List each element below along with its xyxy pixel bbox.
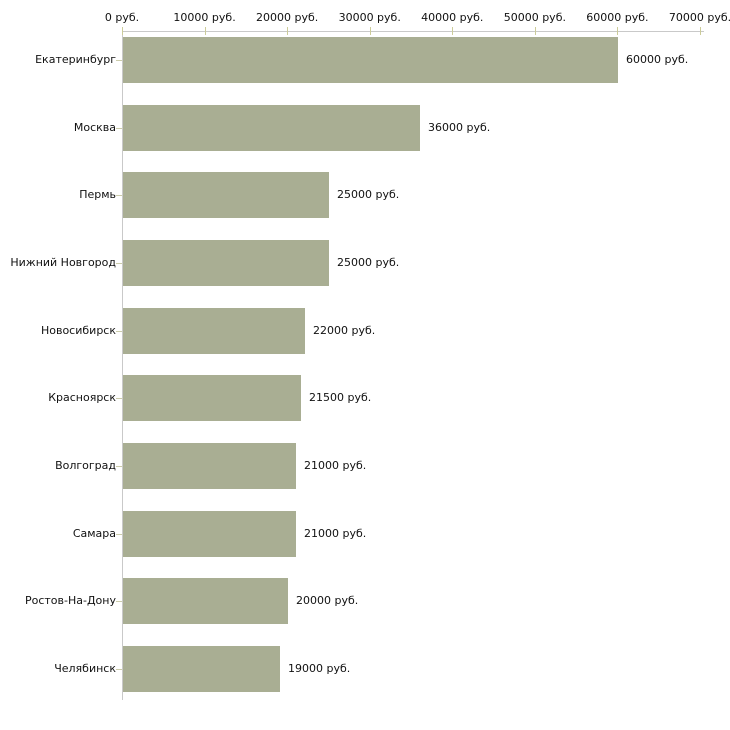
x-tick-label: 60000 руб. <box>586 11 649 24</box>
value-label: 60000 руб. <box>626 53 689 66</box>
x-tick-label: 30000 руб. <box>338 11 401 24</box>
category-tick-mark <box>116 195 122 196</box>
category-tick-mark <box>116 669 122 670</box>
value-label: 25000 руб. <box>337 188 400 201</box>
x-tick-label: 40000 руб. <box>421 11 484 24</box>
bar <box>123 511 296 557</box>
category-label: Москва <box>73 121 116 134</box>
category-label: Самара <box>72 527 116 540</box>
x-tick-label: 50000 руб. <box>503 11 566 24</box>
x-tick-label: 10000 руб. <box>173 11 236 24</box>
category-tick-mark <box>116 331 122 332</box>
value-label: 21000 руб. <box>304 527 367 540</box>
category-label: Пермь <box>79 188 116 201</box>
bar <box>123 578 288 624</box>
x-tick-mark <box>369 27 371 35</box>
value-label: 36000 руб. <box>428 121 491 134</box>
x-tick-label: 20000 руб. <box>255 11 319 24</box>
category-label: Нижний Новгород <box>10 256 116 269</box>
value-label: 21000 руб. <box>304 459 367 472</box>
category-tick-mark <box>116 398 122 399</box>
category-tick-mark <box>116 601 122 602</box>
x-tick-mark <box>452 27 454 35</box>
x-tick-label: 70000 руб. <box>668 11 730 24</box>
value-label: 22000 руб. <box>313 324 376 337</box>
bar <box>123 646 280 692</box>
x-tick-mark <box>617 27 619 35</box>
x-tick-mark <box>699 27 701 35</box>
value-label: 19000 руб. <box>288 662 351 675</box>
y-axis-line <box>122 31 123 700</box>
category-tick-mark <box>116 128 122 129</box>
x-tick-mark <box>534 27 536 35</box>
category-label: Екатеринбург <box>35 53 116 66</box>
bar <box>123 240 329 286</box>
category-label: Красноярск <box>48 391 116 404</box>
category-tick-mark <box>116 534 122 535</box>
x-tick-mark <box>204 27 206 35</box>
bar <box>123 105 420 151</box>
value-label: 25000 руб. <box>337 256 400 269</box>
x-axis-line <box>122 31 704 32</box>
bar <box>123 37 618 83</box>
category-label: Волгоград <box>55 459 116 472</box>
category-label: Новосибирск <box>40 324 116 337</box>
bar <box>123 172 329 218</box>
value-label: 21500 руб. <box>309 391 372 404</box>
category-tick-mark <box>116 466 122 467</box>
category-label: Челябинск <box>54 662 116 675</box>
x-tick-label: 0 руб. <box>104 11 140 24</box>
category-tick-mark <box>116 263 122 264</box>
x-tick-mark <box>287 27 289 35</box>
x-tick-mark <box>122 27 123 35</box>
value-label: 20000 руб. <box>296 594 359 607</box>
category-label: Ростов-На-Дону <box>24 594 116 607</box>
bar <box>123 443 296 489</box>
bar <box>123 375 301 421</box>
category-tick-mark <box>116 60 122 61</box>
bar <box>123 308 305 354</box>
